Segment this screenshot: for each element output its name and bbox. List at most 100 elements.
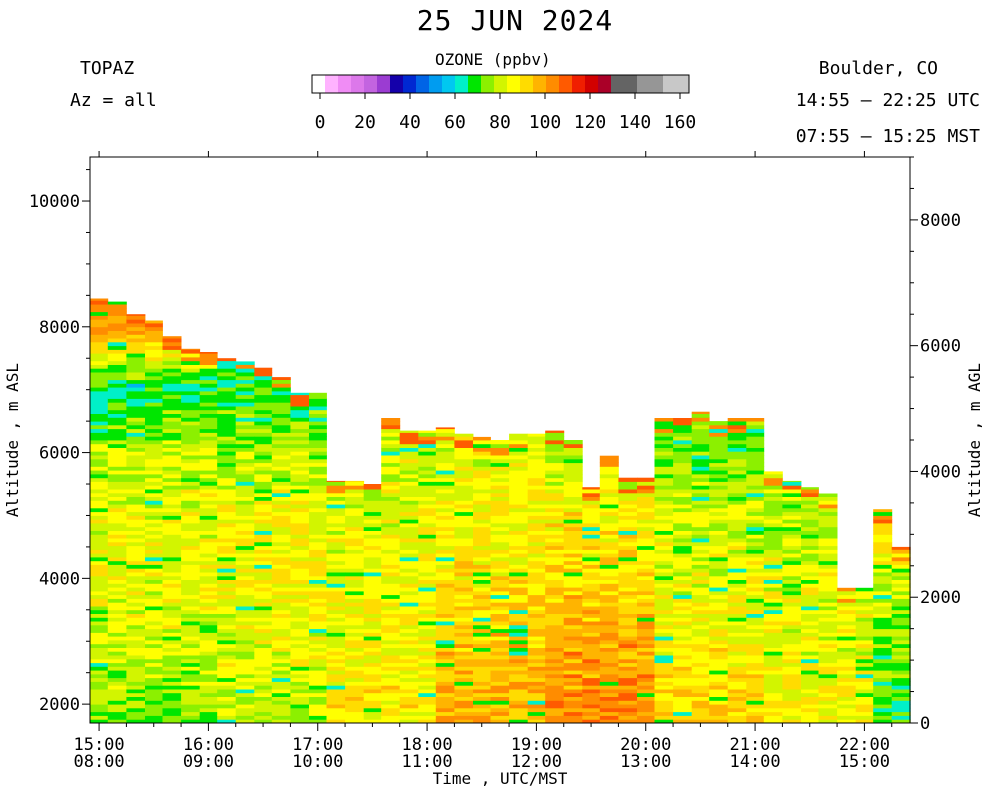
- heatmap-cell: [235, 602, 255, 607]
- heatmap-cell: [418, 658, 437, 664]
- heatmap-cell: [691, 590, 710, 596]
- heatmap-cell: [855, 711, 874, 716]
- heatmap-cell: [545, 470, 565, 475]
- heatmap-cell: [254, 651, 273, 656]
- heatmap-cell: [235, 647, 255, 652]
- heatmap-cell: [345, 545, 365, 550]
- heatmap-cell: [746, 557, 765, 562]
- heatmap-cell: [509, 662, 529, 667]
- heatmap-cell: [545, 545, 565, 550]
- heatmap-cell: [363, 583, 382, 588]
- heatmap-cell: [763, 658, 783, 664]
- heatmap-cell: [107, 538, 127, 543]
- heatmap-cell: [107, 500, 127, 505]
- heatmap-cell: [454, 455, 474, 460]
- heatmap-cell: [399, 587, 419, 592]
- heatmap-cell: [235, 440, 255, 445]
- heatmap-cell: [618, 681, 638, 686]
- heatmap-cell: [673, 519, 693, 524]
- heatmap-cell: [199, 496, 218, 501]
- heatmap-cell: [746, 655, 765, 660]
- heatmap-cell: [545, 575, 565, 580]
- heatmap-cell: [162, 364, 182, 369]
- heatmap-cell: [435, 443, 455, 448]
- heatmap-cell: [837, 624, 857, 630]
- heatmap-cell: [309, 470, 327, 475]
- heatmap-cell: [782, 598, 802, 603]
- heatmap-cell: [637, 568, 655, 573]
- heatmap-cell: [290, 549, 310, 554]
- heatmap-cell: [217, 632, 237, 637]
- heatmap-cell: [563, 534, 583, 539]
- heatmap-cell: [107, 707, 127, 713]
- heatmap-cell: [563, 719, 583, 724]
- heatmap-cell: [107, 372, 127, 377]
- heatmap-cell: [763, 579, 783, 584]
- heatmap-cell: [563, 632, 583, 637]
- colorbar-tick-label: 140: [619, 112, 652, 133]
- heatmap-cell: [381, 715, 401, 720]
- heatmap-cell: [271, 715, 291, 720]
- heatmap-cell: [254, 673, 273, 679]
- heatmap-cell: [399, 541, 419, 547]
- heatmap-cell: [691, 575, 710, 580]
- heatmap-cell: [727, 489, 747, 494]
- colorbar-swatch: [429, 75, 443, 93]
- heatmap-cell: [271, 651, 291, 656]
- heatmap-cell: [763, 685, 783, 690]
- heatmap-cell: [126, 553, 146, 558]
- heatmap-cell: [435, 696, 455, 701]
- heatmap-cell: [473, 594, 491, 599]
- heatmap-cell: [618, 477, 638, 482]
- heatmap-cell: [654, 609, 674, 614]
- heatmap-cell: [818, 549, 838, 554]
- azimuth-label: Az = all: [70, 90, 157, 111]
- heatmap-cell: [782, 575, 802, 580]
- heatmap-cell: [454, 553, 474, 558]
- heatmap-cell: [126, 398, 146, 403]
- heatmap-cell: [418, 545, 437, 550]
- heatmap-cell: [90, 451, 109, 456]
- heatmap-cell: [563, 643, 583, 648]
- heatmap-cell: [418, 534, 437, 539]
- heatmap-cell: [837, 715, 857, 720]
- heatmap-cell: [90, 304, 109, 309]
- heatmap-cell: [107, 394, 127, 399]
- heatmap-cell: [454, 443, 474, 448]
- heatmap-cell: [763, 511, 783, 516]
- heatmap-cell: [435, 515, 455, 520]
- heatmap-cell: [763, 602, 783, 607]
- heatmap-cell: [290, 689, 310, 694]
- heatmap-cell: [90, 500, 109, 505]
- heatmap-cell: [563, 526, 583, 531]
- heatmap-cell: [162, 640, 182, 645]
- heatmap-cell: [801, 587, 819, 592]
- heatmap-cell: [709, 658, 729, 664]
- heatmap-cell: [199, 428, 218, 433]
- heatmap-cell: [126, 621, 146, 626]
- heatmap-cell: [107, 670, 127, 675]
- heatmap-cell: [271, 549, 291, 554]
- heatmap-cell: [271, 587, 291, 592]
- heatmap-cell: [490, 636, 510, 641]
- heatmap-cell: [399, 655, 419, 660]
- heatmap-cell: [126, 526, 146, 531]
- heatmap-cell: [254, 496, 273, 501]
- heatmap-cell: [763, 651, 783, 656]
- heatmap-cell: [599, 609, 619, 614]
- heatmap-cell: [727, 587, 747, 592]
- heatmap-cell: [473, 613, 491, 618]
- heatmap-cell: [363, 624, 382, 630]
- heatmap-cell: [217, 696, 237, 701]
- heatmap-cell: [435, 507, 455, 513]
- heatmap-cell: [107, 572, 127, 577]
- heatmap-cell: [435, 689, 455, 694]
- heatmap-cell: [727, 617, 747, 622]
- heatmap-cell: [271, 704, 291, 709]
- heatmap-cell: [217, 360, 237, 365]
- heatmap-cell: [563, 609, 583, 614]
- heatmap-cell: [435, 643, 455, 648]
- heatmap-cell: [654, 590, 674, 596]
- heatmap-cell: [145, 387, 163, 392]
- heatmap-cell: [199, 590, 218, 596]
